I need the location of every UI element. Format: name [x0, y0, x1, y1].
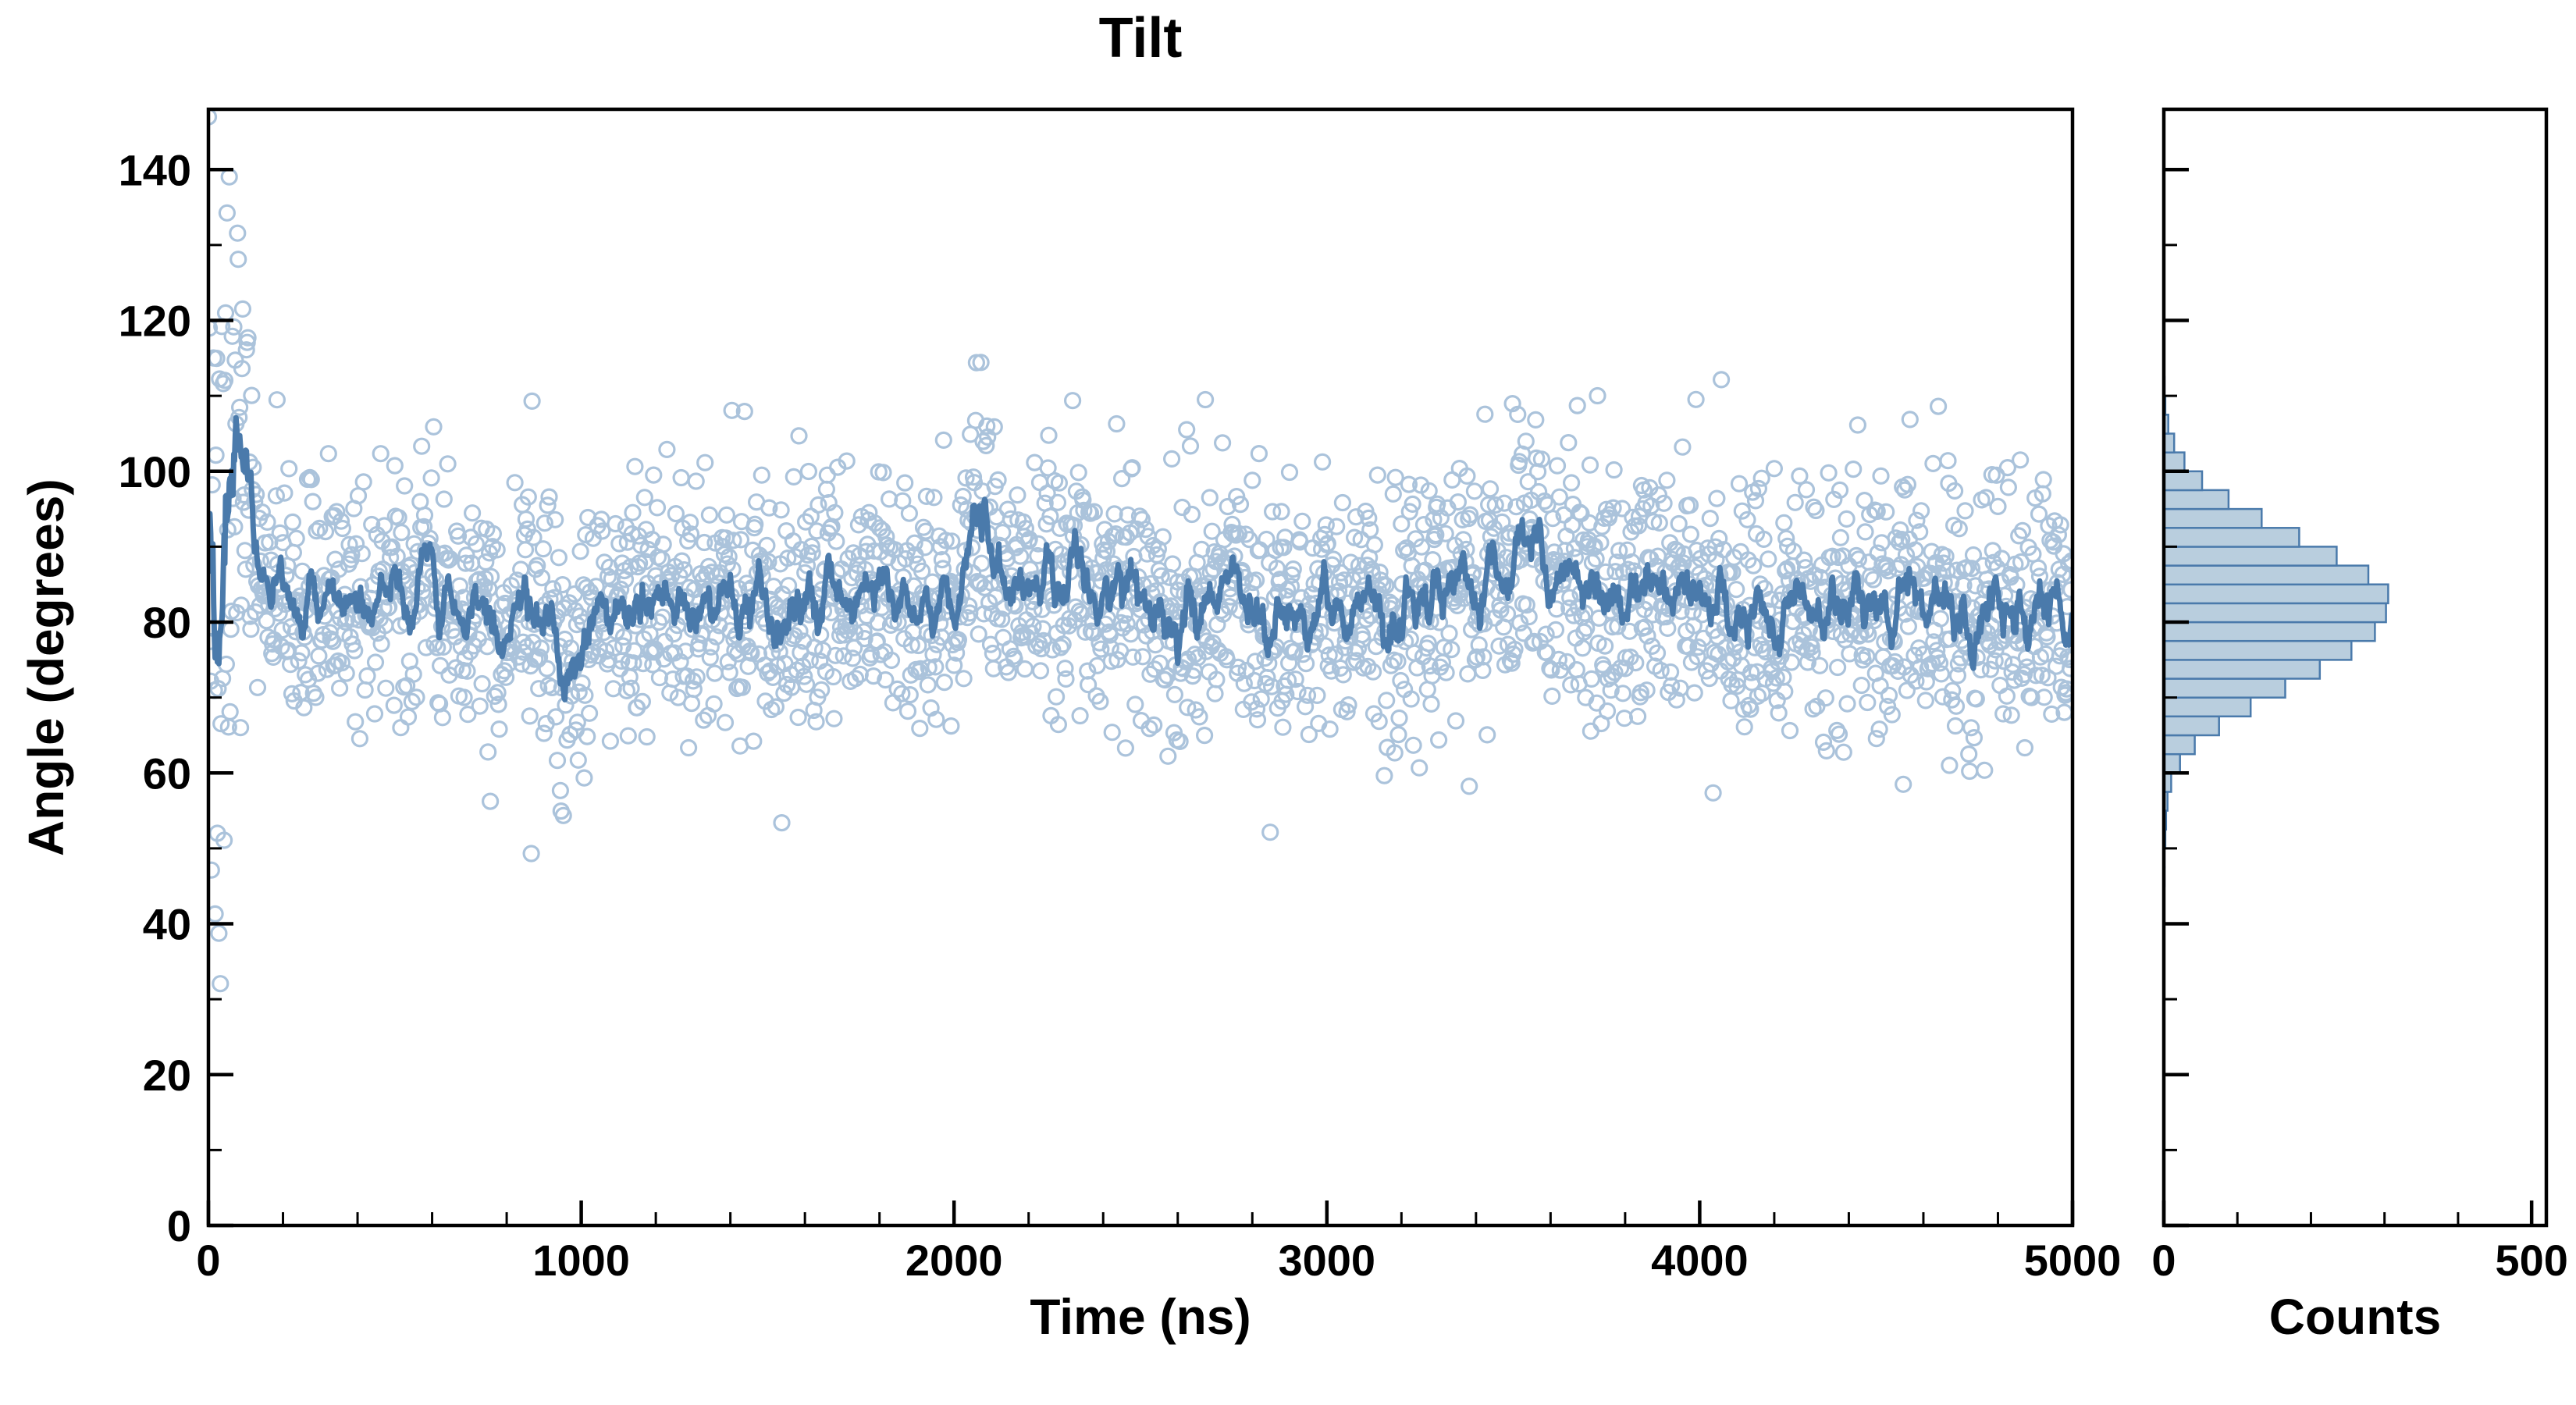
svg-text:80: 80	[143, 598, 191, 647]
svg-text:0: 0	[2151, 1236, 2176, 1285]
svg-text:0: 0	[196, 1236, 220, 1285]
svg-text:20: 20	[143, 1051, 191, 1100]
svg-text:4000: 4000	[1651, 1236, 1749, 1285]
chart-title: Tilt	[1098, 7, 1183, 69]
svg-text:100: 100	[119, 447, 191, 496]
svg-text:500: 500	[2495, 1236, 2567, 1285]
svg-text:3000: 3000	[1279, 1236, 1376, 1285]
histogram-bars	[2162, 375, 2389, 887]
running-mean-line	[208, 414, 2073, 702]
hist-x-axis-label: Counts	[2268, 1289, 2442, 1345]
svg-text:0: 0	[167, 1201, 191, 1250]
x-axis-label: Time (ns)	[1030, 1289, 1251, 1345]
svg-text:40: 40	[143, 900, 191, 949]
tick-marks	[206, 168, 2534, 1228]
svg-text:2000: 2000	[906, 1236, 1003, 1285]
svg-text:140: 140	[119, 145, 191, 194]
svg-text:5000: 5000	[2024, 1236, 2122, 1285]
axes	[206, 107, 2549, 1228]
svg-text:120: 120	[119, 297, 191, 346]
svg-text:60: 60	[143, 749, 191, 798]
tick-labels: 0 1000 2000 3000 4000 5000 0 20 40 60 80 100 120 140 0…	[119, 145, 2568, 1285]
scatter-points	[208, 109, 2073, 993]
svg-text:1000: 1000	[532, 1236, 630, 1285]
